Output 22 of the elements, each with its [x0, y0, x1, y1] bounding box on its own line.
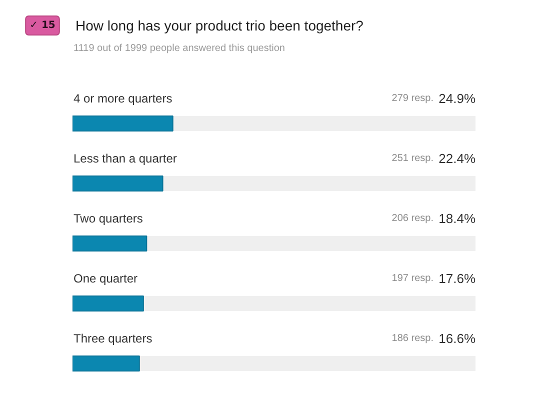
- text: ✓ 15: [30, 20, 56, 31]
- annotation: 251 resp.: [392, 153, 434, 164]
- annotation: 186 resp.: [392, 333, 434, 344]
- y-tick-label: Less than a quarter: [74, 152, 177, 166]
- bar: [72, 296, 144, 312]
- chart-title: How long has your product trio been together?: [76, 18, 364, 34]
- data-label: 16.6%: [438, 331, 476, 346]
- annotation: 206 resp.: [392, 213, 434, 224]
- y-tick-label: One quarter: [74, 272, 138, 286]
- y-tick-label: 4 or more quarters: [74, 92, 172, 106]
- y-tick-label: Two quarters: [74, 212, 143, 226]
- annotation: 197 resp.: [392, 273, 434, 284]
- data-label: 24.9%: [438, 91, 476, 106]
- bar: [72, 236, 148, 252]
- y-tick-label: Three quarters: [74, 332, 152, 346]
- data-label: 18.4%: [438, 211, 476, 226]
- data-label: 17.6%: [438, 271, 476, 286]
- chart-subtitle: 1119 out of 1999 people answered this question: [74, 43, 285, 54]
- annotation: 279 resp.: [392, 93, 434, 104]
- bar: [72, 176, 164, 192]
- data-label: 22.4%: [438, 151, 476, 166]
- bar: [72, 356, 140, 372]
